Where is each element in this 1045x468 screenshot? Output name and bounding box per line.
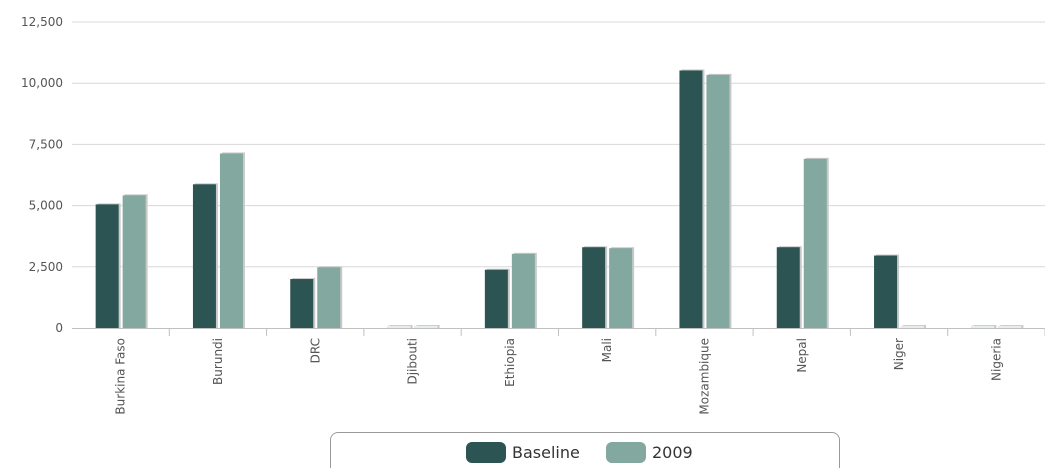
y-tick-label: 7,500 [29,137,63,151]
x-axis [72,328,1045,336]
bar-2009-burkina-faso[interactable] [122,195,146,328]
bar-2009-djibouti[interactable] [414,325,438,329]
bar-2009-ethiopia[interactable] [511,253,535,328]
legend-label-baseline: Baseline [512,443,580,462]
bar-2009-nigeria[interactable] [998,325,1022,329]
y-tick-label: 5,000 [29,199,63,213]
y-tick-label: 12,500 [21,15,63,29]
bar-baseline-drc[interactable] [290,279,314,328]
x-axis-tick-labels: Burkina Faso Burundi DRC Djibouti Ethiopia Ma… [114,338,1004,415]
y-tick-label: 0 [55,321,63,335]
legend-label-2009: 2009 [652,443,693,462]
x-tick-label: Mali [600,338,614,362]
bar-baseline-nigeria[interactable] [971,325,995,329]
x-tick-label: Burundi [211,338,225,385]
bar-baseline-niger[interactable] [874,255,898,328]
legend-swatch-baseline [466,442,506,463]
bar-baseline-nepal[interactable] [776,247,800,328]
x-tick-label: Mozambique [697,338,711,415]
bar-baseline-djibouti[interactable] [387,325,411,329]
y-tick-label: 2,500 [29,260,63,274]
legend-item-baseline[interactable]: Baseline [466,442,580,463]
legend-swatch-2009 [606,442,646,463]
bar-2009-niger[interactable] [900,325,925,329]
bar-2009-nepal[interactable] [803,158,827,328]
x-tick-label: DRC [308,338,322,363]
x-tick-label: Nepal [795,338,809,373]
bar-2009-mali[interactable] [609,248,633,328]
bar-baseline-mali[interactable] [582,247,606,328]
x-tick-label: Niger [892,338,906,370]
legend: Baseline 2009 [330,432,840,468]
legend-item-2009[interactable]: 2009 [606,442,693,463]
y-tick-label: 10,000 [21,76,63,90]
x-tick-label: Nigeria [989,338,1003,381]
bar-2009-drc[interactable] [317,267,341,328]
bar-baseline-mozambique[interactable] [679,70,703,328]
bar-2009-burundi[interactable] [219,153,243,328]
bar-baseline-burkina-faso[interactable] [95,204,119,328]
x-tick-label: Djibouti [406,338,420,385]
bars [95,69,1024,329]
bar-baseline-burundi[interactable] [192,184,216,328]
bar-2009-mozambique[interactable] [706,74,730,328]
y-axis-tick-labels: 0 2,500 5,000 7,500 10,000 12,500 [21,15,63,335]
x-tick-label: Ethiopia [503,338,517,387]
bar-baseline-ethiopia[interactable] [484,269,508,328]
x-tick-label: Burkina Faso [114,338,128,415]
